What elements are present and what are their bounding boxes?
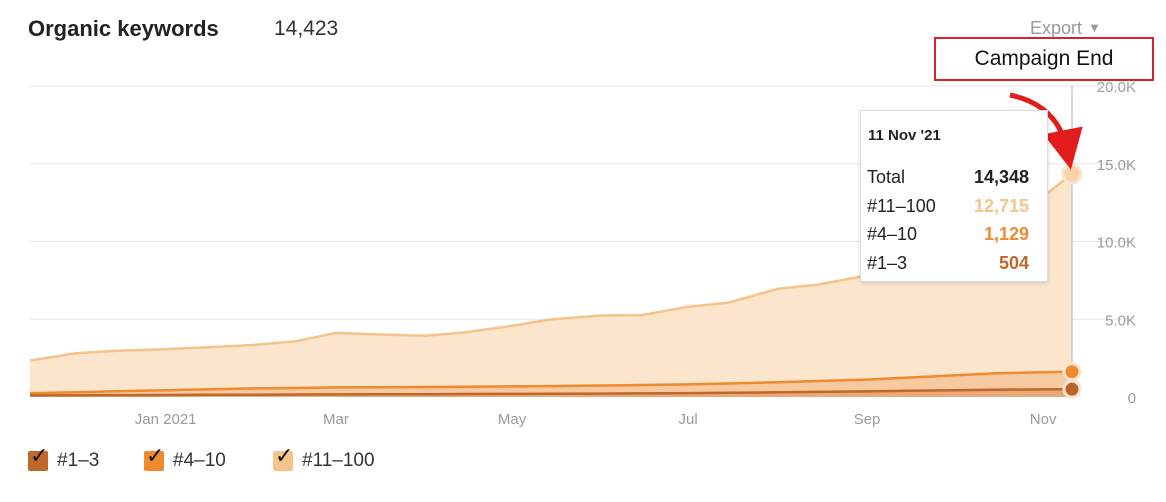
tooltip-value: 14,348: [973, 167, 1029, 187]
y-tick-label: 5.0K: [1105, 312, 1136, 329]
legend-label: #1–3: [57, 450, 100, 471]
x-tick-label: Sep: [854, 411, 881, 428]
tooltip-row-total: Total 14,348: [867, 167, 1029, 188]
y-tick-label: 20.0K: [1097, 79, 1136, 96]
export-button[interactable]: Export ▼: [1030, 18, 1101, 39]
legend-item-11-100[interactable]: ✓ #11–100: [273, 444, 375, 472]
tooltip-label: #1–3: [867, 253, 908, 273]
annotation-arrow: [1009, 92, 1083, 170]
tooltip-label: Total: [867, 167, 906, 187]
y-tick-label: 15.0K: [1097, 157, 1136, 174]
export-label: Export: [1030, 18, 1083, 38]
x-tick-label: Jul: [679, 411, 698, 428]
y-tick-label: 0: [1128, 390, 1136, 407]
x-tick-label: Nov: [1030, 411, 1057, 428]
hover-tooltip: 11 Nov '21 Total 14,348 #11–100 12,715 #…: [860, 110, 1048, 282]
checkmark-icon: ✓: [146, 444, 165, 469]
hover-marker-11-100: [1061, 163, 1083, 185]
line-4-10: [29, 370, 1073, 395]
tooltip-row-4-10: #4–10 1,129: [867, 224, 1029, 245]
tooltip-value: 504: [998, 253, 1029, 273]
tooltip-value: 1,129: [983, 224, 1029, 244]
hover-marker-1-3: [1062, 379, 1082, 399]
legend-label: #4–10: [173, 450, 226, 471]
legend-item-1-3[interactable]: ✓ #1–3: [28, 444, 100, 472]
x-tick-label: Mar: [323, 411, 349, 428]
tooltip-value: 12,715: [973, 196, 1029, 216]
legend-item-4-10[interactable]: ✓ #4–10: [144, 444, 226, 472]
tooltip-row-1-3: #1–3 504: [867, 253, 1029, 274]
legend-label: #11–100: [302, 450, 375, 471]
checkmark-icon: ✓: [30, 444, 49, 469]
tooltip-label: #4–10: [867, 224, 918, 244]
chart-title: Organic keywords: [28, 16, 219, 41]
checkbox-4-10[interactable]: ✓: [144, 444, 164, 471]
tooltip-row-11-100: #11–100 12,715: [867, 196, 1029, 217]
tooltip-date: 11 Nov '21: [868, 127, 941, 144]
area-4-10: [30, 371, 1072, 396]
y-tick-label: 10.0K: [1097, 235, 1136, 252]
x-tick-label: Jan 2021: [135, 411, 197, 428]
checkbox-11-100[interactable]: ✓: [273, 444, 293, 471]
area-11-100: [30, 173, 1072, 394]
keyword-total: 14,423: [274, 17, 339, 40]
checkmark-icon: ✓: [275, 444, 294, 469]
line-1-3: [29, 387, 1073, 397]
campaign-end-annotation: Campaign End: [934, 37, 1154, 81]
tooltip-label: #11–100: [867, 196, 936, 216]
x-tick-label: May: [498, 411, 527, 428]
caret-down-icon: ▼: [1088, 20, 1101, 35]
checkbox-1-3[interactable]: ✓: [28, 444, 48, 471]
hover-marker-4-10: [1062, 362, 1082, 382]
